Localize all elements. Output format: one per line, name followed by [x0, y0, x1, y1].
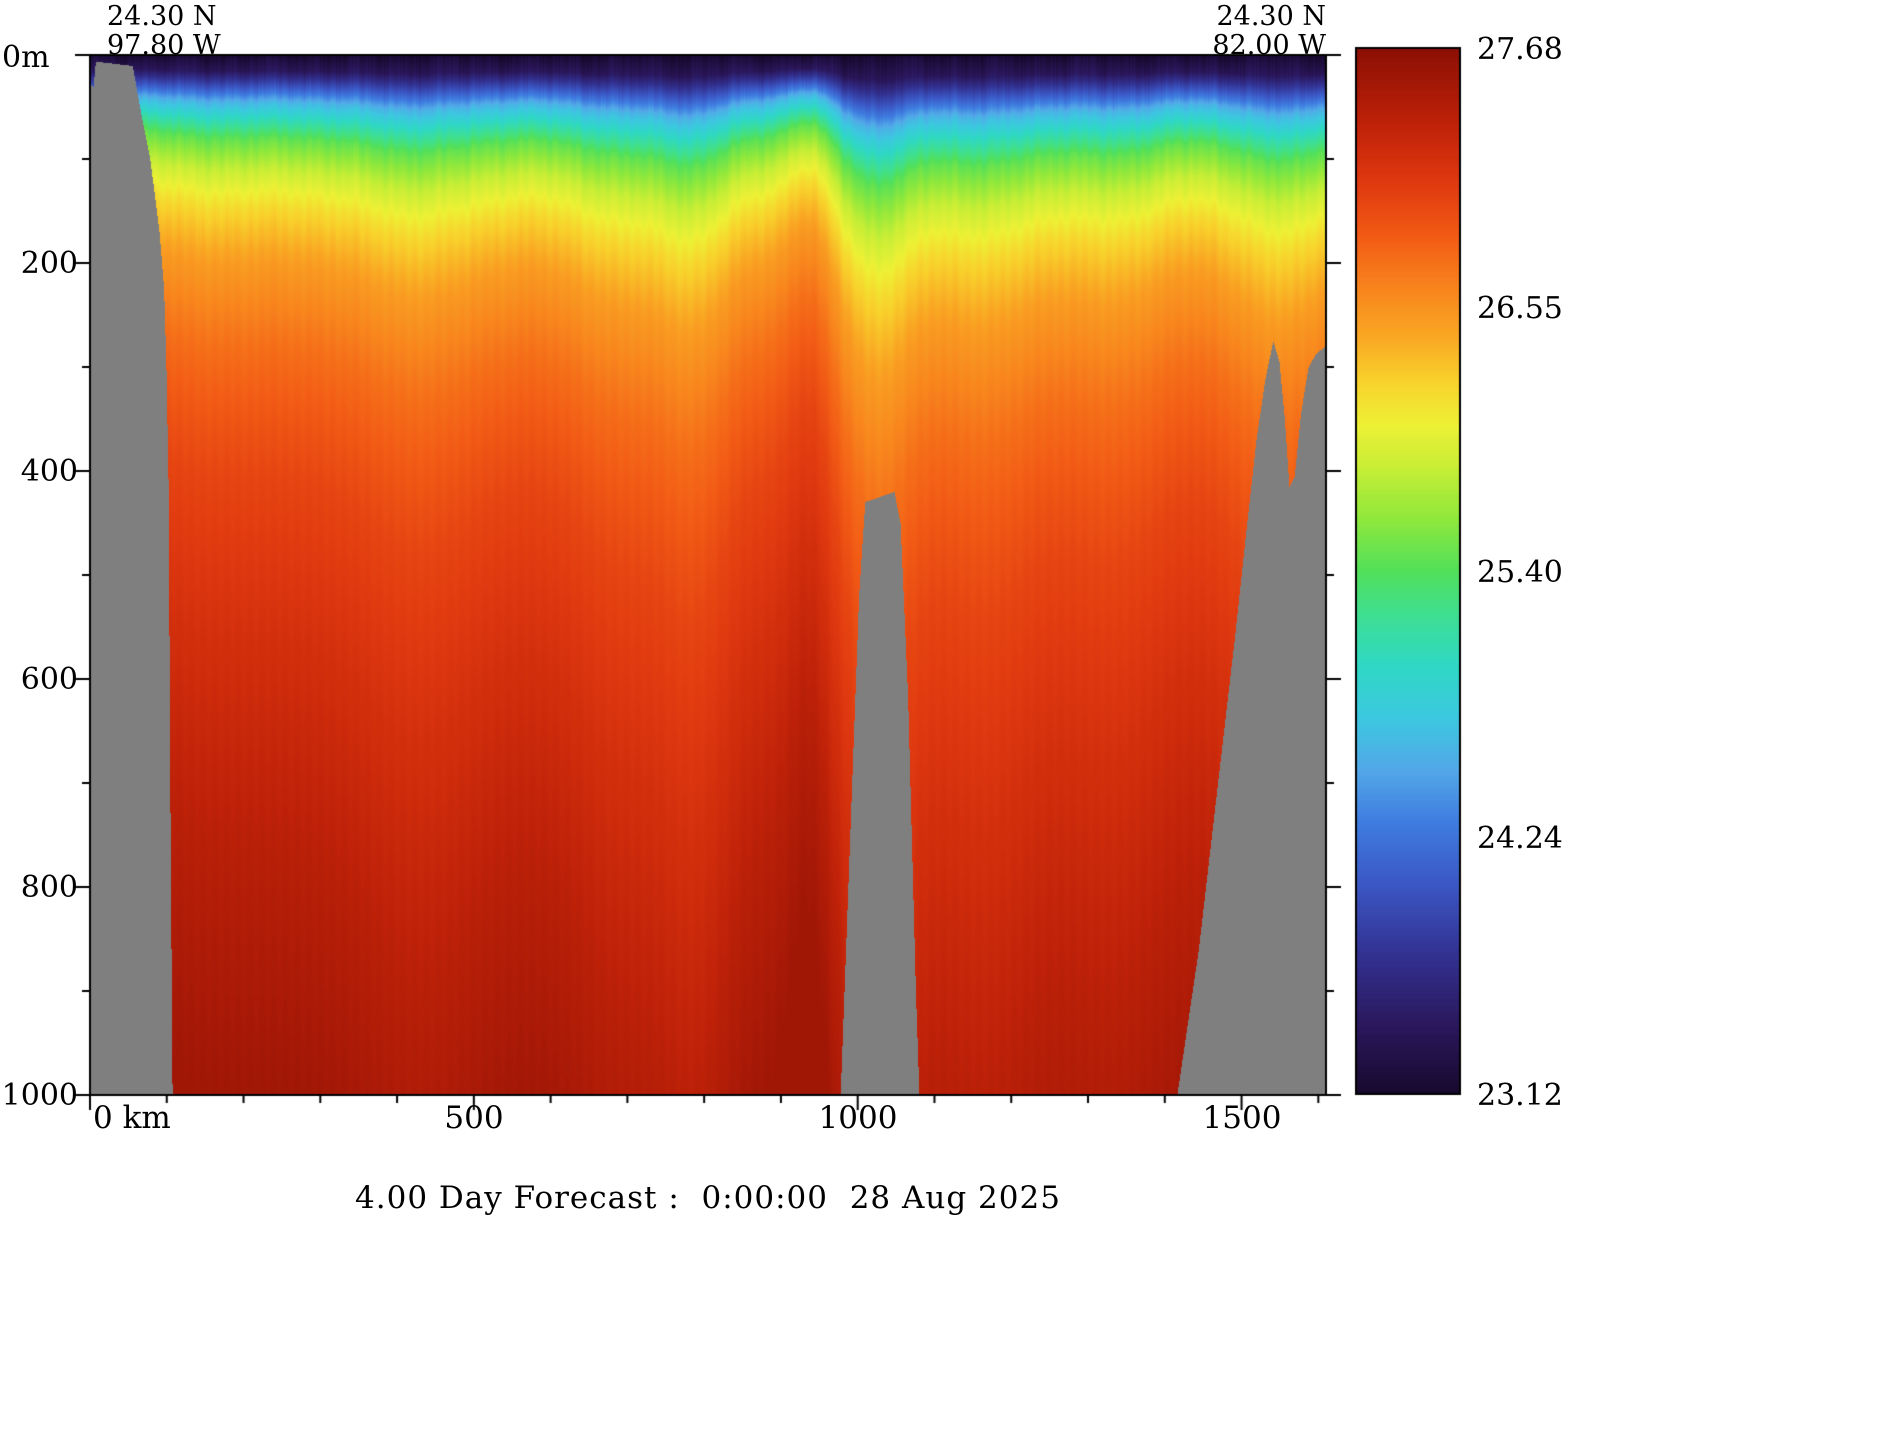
top-right-latitude: 24.30 N [1216, 1, 1326, 32]
y-axis-label-200: 200 [20, 246, 78, 281]
colorbar-label-min: 23.12 [1477, 1078, 1563, 1113]
x-axis-label-1000: 1000 [818, 1100, 898, 1136]
forecast-caption: 4.00 Day Forecast : 0:00:00 28 Aug 2025 [355, 1180, 1061, 1216]
y-axis-label-0m: 0m [2, 40, 50, 75]
x-axis-label-500: 500 [444, 1100, 504, 1136]
y-axis-label-600: 600 [20, 662, 78, 697]
top-left-longitude: 97.80 W [107, 30, 221, 61]
colorbar-label-2655: 26.55 [1477, 291, 1563, 326]
colorbar-label-max: 27.68 [1477, 32, 1563, 67]
x-axis-label-0km: 0 km [93, 1100, 171, 1136]
y-axis-label-400: 400 [20, 454, 78, 489]
y-axis-label-800: 800 [20, 870, 78, 905]
colorbar-label-2540: 25.40 [1477, 555, 1563, 590]
y-axis-label-1000: 1000 [1, 1078, 78, 1113]
top-right-longitude: 82.00 W [1212, 30, 1326, 61]
colorbar-label-2424: 24.24 [1477, 821, 1563, 856]
x-axis-label-1500: 1500 [1202, 1100, 1282, 1136]
top-left-latitude: 24.30 N [107, 1, 217, 32]
